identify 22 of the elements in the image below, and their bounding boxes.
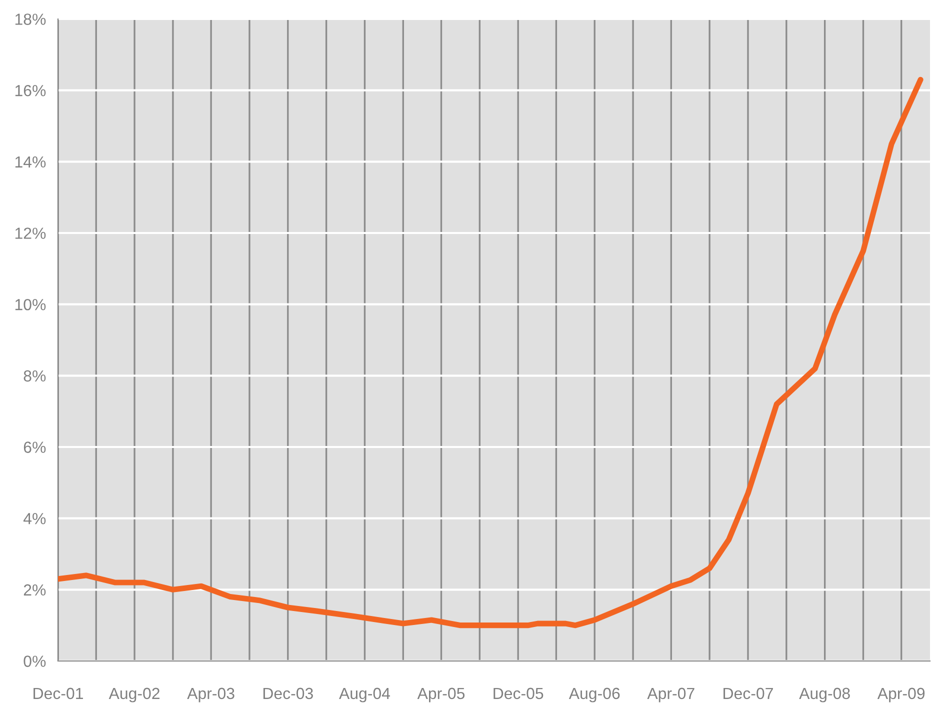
y-tick-label: 8%: [24, 370, 46, 382]
x-tick-label: Aug-06: [568, 688, 620, 702]
y-tick-label: 16%: [15, 84, 46, 96]
y-tick-label: 4%: [23, 513, 46, 524]
x-tick-label: Dec-05: [494, 688, 544, 700]
x-tick-label: Dec-01: [34, 688, 83, 700]
x-tick-label: Dec-03: [263, 688, 313, 700]
y-tick-label: 6%: [24, 442, 46, 453]
y-tick-label: 12%: [15, 228, 46, 239]
y-tick-label: 10%: [15, 298, 46, 310]
y-tick-label: 2%: [24, 584, 46, 596]
y-tick-label: 14%: [15, 156, 46, 168]
y-tick-label: 0%: [24, 656, 46, 667]
x-tick-label: Aug-04: [339, 688, 390, 702]
y-tick-label: 18%: [15, 14, 46, 25]
x-tick-label: Apr-09: [877, 688, 925, 702]
x-tick-label: Aug-08: [799, 688, 850, 702]
x-tick-label: Apr-07: [647, 688, 694, 702]
x-tick-label: Dec-07: [724, 688, 773, 700]
x-tick-label: Apr-03: [187, 688, 234, 702]
x-tick-label: Apr-05: [417, 688, 465, 702]
x-tick-label: Aug-02: [108, 688, 160, 702]
